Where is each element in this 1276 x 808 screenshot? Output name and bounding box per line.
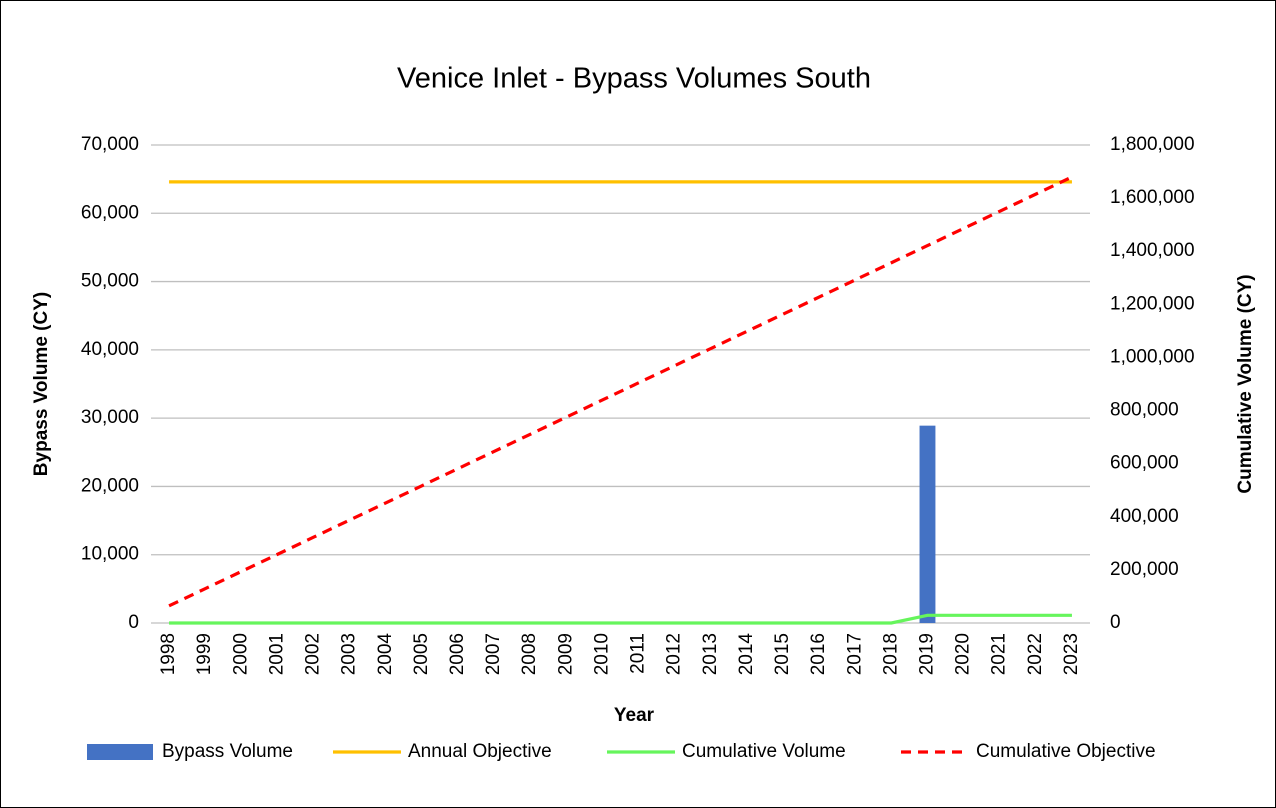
y2-tick-label: 600,000: [1110, 453, 1179, 474]
x-tick-label: 2000: [230, 633, 251, 675]
legend-label: Cumulative Objective: [976, 741, 1156, 762]
x-tick-label: 2002: [303, 633, 324, 675]
line-series: [168, 175, 1073, 608]
x-tick-label: 2006: [447, 633, 468, 675]
chart-title: Venice Inlet - Bypass Volumes South: [397, 63, 871, 95]
y2-axis-label: Cumulative Volume (CY): [1235, 274, 1256, 493]
y2-tick-label: 1,800,000: [1110, 134, 1195, 155]
y-tick-label: 50,000: [81, 271, 139, 292]
x-tick-label: 2023: [1061, 633, 1082, 675]
x-tick-label: 2014: [736, 633, 757, 676]
legend-label: Annual Objective: [408, 741, 552, 762]
x-tick-label: 1999: [194, 633, 215, 675]
bar: [919, 425, 936, 623]
x-tick-label: 2004: [375, 633, 396, 676]
y-tick-label: 30,000: [81, 407, 139, 428]
x-tick-label: 2008: [519, 633, 540, 675]
x-tick-label: 1998: [158, 633, 179, 675]
x-tick-label: 2021: [989, 633, 1010, 675]
y2-tick-label: 1,200,000: [1110, 293, 1195, 314]
y-axis-label: Bypass Volume (CY): [31, 292, 52, 476]
legend-swatch: [87, 744, 153, 760]
y2-tick-label: 0: [1110, 612, 1121, 633]
x-tick-label: 2020: [953, 633, 974, 675]
y2-tick-label: 200,000: [1110, 559, 1179, 580]
y2-tick-label: 1,600,000: [1110, 187, 1195, 208]
y-tick-label: 70,000: [81, 134, 139, 155]
y2-tick-label: 800,000: [1110, 400, 1179, 421]
x-tick-label: 2005: [411, 633, 432, 675]
y-tick-label: 10,000: [81, 544, 139, 565]
y2-tick-label: 1,000,000: [1110, 346, 1195, 367]
x-tick-label: 2010: [591, 633, 612, 675]
x-tick-label: 2007: [483, 633, 504, 675]
y-tick-label: 40,000: [81, 339, 139, 360]
y-tick-label: 20,000: [81, 475, 139, 496]
x-tick-label: 2022: [1025, 633, 1046, 675]
x-tick-label: 2009: [555, 633, 576, 675]
x-tick-label: 2019: [916, 633, 937, 675]
legend-label: Bypass Volume: [162, 741, 293, 762]
x-tick-label: 2011: [628, 633, 649, 674]
x-tick-label: 2013: [700, 633, 721, 675]
line-series: [169, 613, 1072, 625]
y-tick-label: 0: [128, 612, 139, 633]
x-tick-label: 2018: [880, 633, 901, 675]
x-tick-label: 2017: [844, 633, 865, 675]
x-axis-label: Year: [614, 705, 655, 726]
x-tick-label: 2012: [664, 633, 685, 675]
x-tick-label: 2001: [266, 633, 287, 675]
y-tick-label: 60,000: [81, 202, 139, 223]
x-tick-label: 2015: [772, 633, 793, 675]
x-tick-label: 2003: [339, 633, 360, 675]
legend-label: Cumulative Volume: [682, 741, 846, 762]
y2-tick-label: 400,000: [1110, 506, 1179, 527]
y2-tick-label: 1,400,000: [1110, 240, 1195, 261]
x-tick-label: 2016: [808, 633, 829, 675]
